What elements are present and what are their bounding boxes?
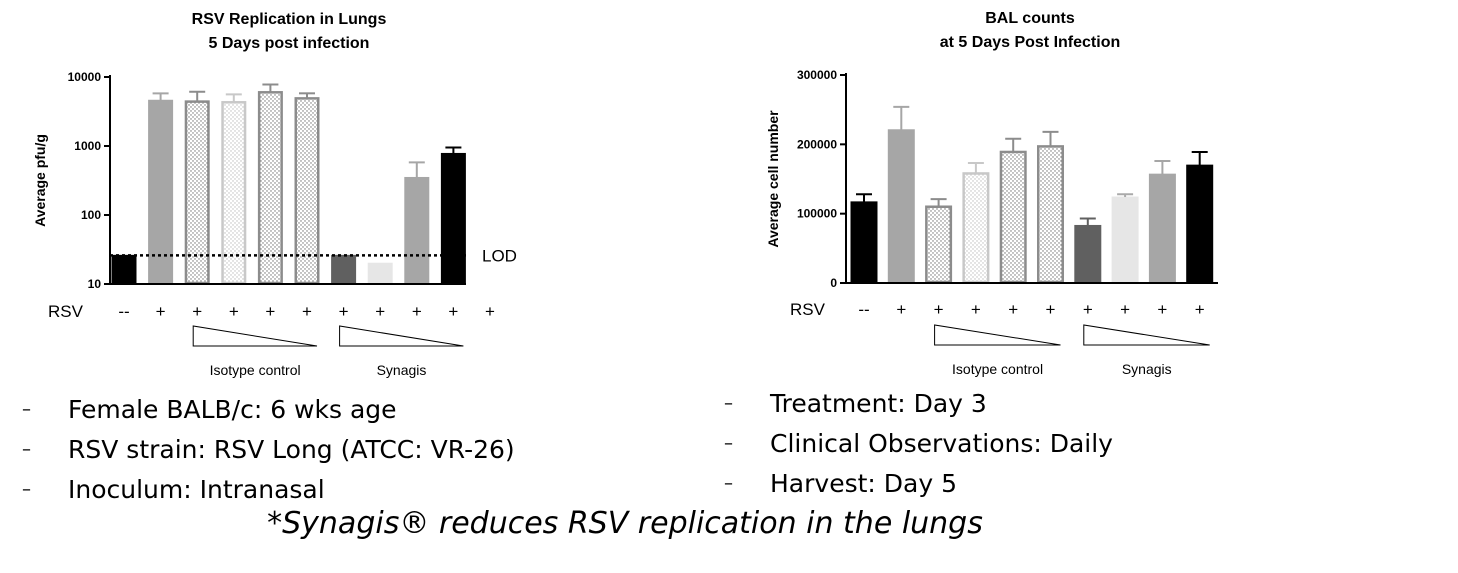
note-text: Treatment: Day 3 bbox=[770, 389, 987, 418]
rsv-marker: + bbox=[1083, 300, 1093, 319]
note-text: Inoculum: Intranasal bbox=[68, 475, 325, 504]
rsv-marker: + bbox=[934, 300, 944, 319]
rsv-marker: + bbox=[1195, 300, 1205, 319]
bar bbox=[367, 262, 393, 284]
rsv-marker: + bbox=[229, 302, 239, 321]
note-item: – Inoculum: Intranasal bbox=[2, 470, 515, 510]
dose-triangle bbox=[934, 324, 1061, 346]
rsv-marker: + bbox=[375, 302, 385, 321]
bar bbox=[1037, 145, 1064, 284]
bar bbox=[962, 172, 990, 284]
note-item: – RSV strain: RSV Long (ATCC: VR-26) bbox=[2, 430, 515, 470]
bullet-dash: – bbox=[724, 393, 733, 414]
y-axis-label: Average cell number bbox=[765, 110, 781, 248]
bar bbox=[440, 152, 466, 284]
bar bbox=[1148, 173, 1176, 283]
bullet-dash: – bbox=[22, 479, 31, 500]
y-axis-label: Average pfu/g bbox=[32, 134, 48, 227]
bar bbox=[111, 254, 137, 284]
chart-title: RSV Replication in Lungs bbox=[192, 11, 387, 28]
rsv-marker: -- bbox=[858, 300, 869, 319]
bar bbox=[887, 129, 915, 283]
y-tick-label: 0 bbox=[830, 276, 837, 290]
bullet-dash: – bbox=[22, 439, 31, 460]
chart-title: at 5 Days Post Infection bbox=[940, 34, 1121, 51]
rsv-marker: + bbox=[1157, 300, 1167, 319]
rsv-marker: + bbox=[412, 302, 422, 321]
group-label: Isotype control bbox=[210, 362, 301, 378]
y-tick-label: 200000 bbox=[797, 137, 837, 151]
rsv-row-label: RSV bbox=[790, 300, 826, 319]
rsv-marker: + bbox=[302, 302, 312, 321]
bar bbox=[404, 176, 430, 284]
rsv-marker: + bbox=[265, 302, 275, 321]
group-label: Isotype control bbox=[952, 361, 1043, 377]
group-label: Synagis bbox=[377, 362, 427, 378]
rsv-marker: + bbox=[896, 300, 906, 319]
chart-title: 5 Days post infection bbox=[209, 35, 370, 52]
y-tick-label: 1000 bbox=[74, 139, 101, 153]
bullet-dash: – bbox=[724, 433, 733, 454]
y-tick-label: 100000 bbox=[797, 207, 837, 221]
bar bbox=[1186, 164, 1214, 283]
rsv-marker: + bbox=[339, 302, 349, 321]
bal-counts-chart: BAL counts at 5 Days Post Infection Averag… bbox=[765, 10, 1218, 377]
study-notes-left: – Female BALB/c: 6 wks age – RSV strain: R… bbox=[2, 390, 515, 510]
note-item: – Female BALB/c: 6 wks age bbox=[2, 390, 515, 430]
lod-label: LOD bbox=[482, 246, 517, 265]
group-label: Synagis bbox=[1122, 361, 1172, 377]
rsv-marker: + bbox=[485, 302, 495, 321]
bullet-dash: – bbox=[22, 399, 31, 420]
bar bbox=[925, 205, 953, 284]
y-tick-label: 10000 bbox=[68, 70, 102, 84]
bar bbox=[1111, 196, 1139, 283]
dose-triangle bbox=[339, 325, 464, 347]
conclusion-text: *Synagis® reduces RSV replication in the… bbox=[267, 506, 983, 541]
rsv-marker: + bbox=[971, 300, 981, 319]
note-text: Female BALB/c: 6 wks age bbox=[68, 395, 397, 424]
bullet-dash: – bbox=[724, 473, 733, 494]
bar bbox=[1074, 224, 1102, 283]
rsv-marker: + bbox=[192, 302, 202, 321]
y-tick-label: 10 bbox=[88, 277, 102, 291]
rsv-marker: + bbox=[156, 302, 166, 321]
rsv-marker: + bbox=[1008, 300, 1018, 319]
note-text: Clinical Observations: Daily bbox=[770, 429, 1113, 458]
bar bbox=[148, 99, 174, 284]
rsv-marker: + bbox=[448, 302, 458, 321]
rsv-row-label: RSV bbox=[48, 302, 84, 321]
rsv-marker: + bbox=[1120, 300, 1130, 319]
note-item: – Harvest: Day 5 bbox=[704, 464, 1113, 504]
dose-triangle bbox=[192, 325, 318, 347]
bar bbox=[331, 254, 357, 284]
rsv-marker: -- bbox=[118, 302, 129, 321]
bar bbox=[850, 201, 878, 283]
rsv-marker: + bbox=[1046, 300, 1056, 319]
y-tick-label: 100 bbox=[81, 208, 101, 222]
study-notes-right: – Treatment: Day 3 – Clinical Observations… bbox=[704, 384, 1113, 504]
note-text: RSV strain: RSV Long (ATCC: VR-26) bbox=[68, 435, 515, 464]
dose-triangle bbox=[1083, 324, 1210, 346]
rsv-replication-chart: RSV Replication in Lungs 5 Days post infe… bbox=[32, 11, 517, 378]
chart-title: BAL counts bbox=[985, 10, 1075, 27]
note-text: Harvest: Day 5 bbox=[770, 469, 957, 498]
note-item: – Clinical Observations: Daily bbox=[704, 424, 1113, 464]
bar bbox=[999, 150, 1027, 284]
y-tick-label: 300000 bbox=[797, 68, 837, 82]
note-item: – Treatment: Day 3 bbox=[704, 384, 1113, 424]
